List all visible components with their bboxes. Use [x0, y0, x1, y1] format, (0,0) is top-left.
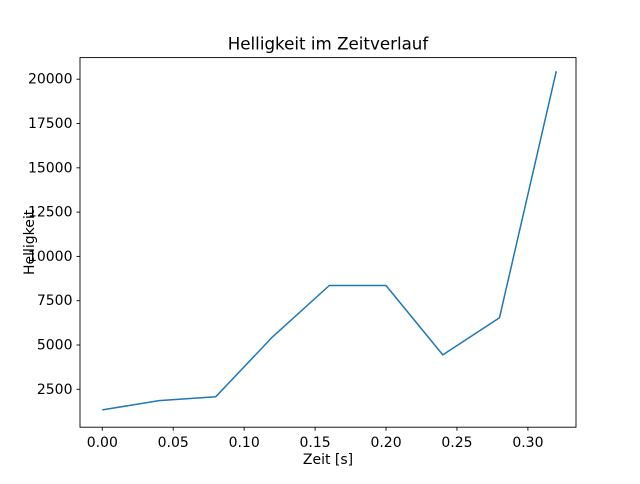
y-axis-label: Helligkeit: [22, 209, 38, 275]
chart-title: Helligkeit im Zeitverlauf: [228, 34, 430, 54]
y-tick-label: 5000: [37, 337, 73, 353]
y-tick-label: 17500: [28, 116, 73, 132]
y-tick-label: 2500: [37, 382, 73, 398]
y-tick-label: 10000: [28, 249, 73, 265]
axes-frame: [79, 57, 577, 428]
plot-area: [80, 57, 576, 428]
y-tick-label: 7500: [37, 293, 73, 309]
y-axis-ticks: 2500 5000 7500 10000 12500 15000 17500 20000: [28, 72, 80, 398]
x-tick-label: 0.20: [370, 435, 401, 451]
y-tick-label: 12500: [28, 205, 73, 221]
line-series: [102, 71, 558, 411]
x-tick-label: 0.30: [512, 435, 543, 451]
x-axis-label: Zeit [s]: [303, 452, 353, 468]
x-tick-label: 0.15: [300, 435, 331, 451]
x-tick-label: 0.10: [229, 435, 260, 451]
y-tick-label: 15000: [28, 160, 73, 176]
x-tick-label: 0.05: [158, 435, 189, 451]
x-axis-ticks: 0.00 0.05 0.10 0.15 0.20 0.25 0.30: [87, 427, 543, 451]
y-tick-label: 20000: [28, 72, 73, 88]
x-tick-label: 0.00: [87, 435, 118, 451]
x-tick-label: 0.25: [441, 435, 472, 451]
